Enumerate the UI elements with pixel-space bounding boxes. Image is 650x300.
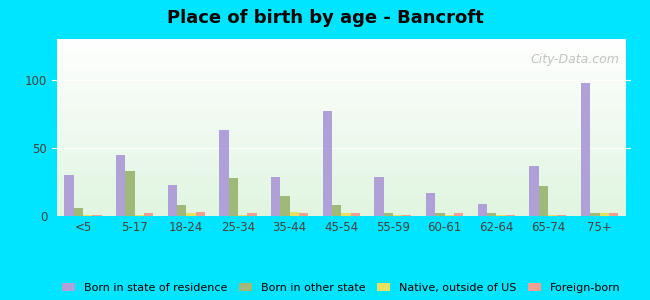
- Bar: [393, 214, 402, 216]
- Bar: [219, 130, 229, 216]
- Bar: [445, 214, 454, 216]
- Bar: [168, 185, 177, 216]
- Bar: [478, 204, 487, 216]
- Bar: [290, 212, 299, 216]
- Bar: [506, 214, 515, 216]
- Bar: [299, 213, 308, 216]
- Bar: [83, 214, 92, 216]
- Bar: [144, 213, 153, 216]
- Bar: [73, 208, 83, 216]
- Bar: [247, 213, 257, 216]
- Bar: [539, 186, 548, 216]
- Bar: [590, 213, 599, 216]
- Bar: [125, 171, 135, 216]
- Bar: [436, 213, 445, 216]
- Bar: [187, 213, 196, 216]
- Bar: [350, 213, 360, 216]
- Bar: [92, 214, 101, 216]
- Bar: [238, 214, 247, 216]
- Bar: [332, 205, 341, 216]
- Bar: [402, 214, 411, 216]
- Bar: [496, 214, 506, 216]
- Bar: [599, 213, 609, 216]
- Bar: [426, 193, 436, 216]
- Bar: [64, 175, 73, 216]
- Bar: [341, 213, 350, 216]
- Bar: [529, 166, 539, 216]
- Bar: [454, 213, 463, 216]
- Bar: [548, 214, 557, 216]
- Legend: Born in state of residence, Born in other state, Native, outside of US, Foreign-: Born in state of residence, Born in othe…: [58, 278, 625, 297]
- Bar: [196, 212, 205, 216]
- Bar: [581, 82, 590, 216]
- Bar: [557, 214, 566, 216]
- Bar: [229, 178, 238, 216]
- Text: Place of birth by age - Bancroft: Place of birth by age - Bancroft: [166, 9, 484, 27]
- Bar: [609, 213, 618, 216]
- Bar: [384, 213, 393, 216]
- Bar: [135, 214, 144, 216]
- Bar: [374, 176, 384, 216]
- Bar: [322, 111, 332, 216]
- Bar: [116, 155, 125, 216]
- Bar: [271, 176, 280, 216]
- Bar: [177, 205, 187, 216]
- Bar: [487, 213, 496, 216]
- Bar: [280, 196, 290, 216]
- Text: City-Data.com: City-Data.com: [530, 53, 619, 66]
